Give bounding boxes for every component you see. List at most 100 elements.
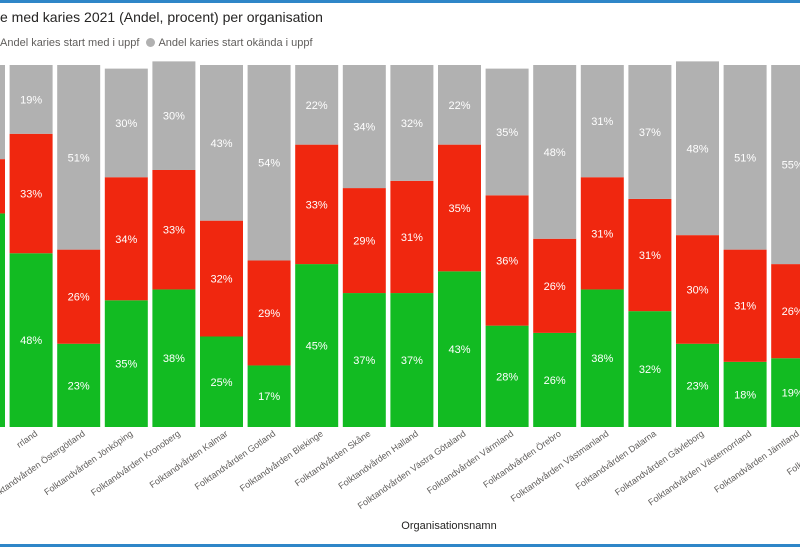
- bar-segment[interactable]: [533, 65, 577, 239]
- bar-segment[interactable]: [771, 65, 800, 265]
- x-tick-label: Folktandvården Gotland: [193, 428, 277, 491]
- bar-segment[interactable]: [771, 358, 800, 427]
- data-label: 36%: [496, 255, 518, 267]
- bar-group[interactable]: 43% 35% 22%: [438, 65, 481, 427]
- bar-segment[interactable]: [342, 65, 386, 189]
- bar-segment[interactable]: [57, 343, 101, 427]
- x-tick-label: Folktandvården Örebro: [481, 428, 563, 489]
- bar-segment[interactable]: [628, 311, 672, 427]
- bar-group[interactable]: 38% 31% 31%: [580, 65, 624, 427]
- bar-segment[interactable]: [247, 65, 291, 261]
- data-label: 26%: [68, 292, 90, 304]
- data-label: 31%: [591, 116, 613, 128]
- bar-segment[interactable]: [771, 264, 800, 359]
- bar-segment[interactable]: [104, 300, 148, 427]
- legend-entry-red[interactable]: Andel karies start med i uppf: [0, 37, 142, 49]
- bar-group[interactable]: [0, 65, 5, 427]
- bar-segment[interactable]: [0, 65, 5, 160]
- bar-segment[interactable]: [438, 271, 481, 427]
- bar-segment[interactable]: [342, 188, 386, 294]
- bar-segment[interactable]: [723, 361, 767, 427]
- bar-segment[interactable]: [390, 180, 434, 294]
- bar-group[interactable]: 23% 26% 51%: [57, 65, 101, 427]
- bar-group[interactable]: 37% 29% 34%: [342, 65, 386, 427]
- bar-group[interactable]: 26% 26% 48%: [533, 65, 577, 427]
- bar-group[interactable]: 17% 29% 54%: [247, 65, 291, 427]
- bar-group[interactable]: 32% 31% 37%: [628, 65, 672, 427]
- bar-segment[interactable]: [9, 65, 53, 134]
- bar-segment[interactable]: [438, 65, 481, 145]
- bar-segment[interactable]: [580, 289, 624, 427]
- data-label: 31%: [734, 301, 756, 313]
- bar-group[interactable]: 45% 33% 22%: [295, 65, 339, 427]
- bar-segment[interactable]: [580, 65, 624, 178]
- bar-segment[interactable]: [580, 177, 624, 290]
- bar-segment[interactable]: [295, 65, 339, 145]
- x-tick-label: Folktandvården Västmanland: [509, 428, 611, 503]
- bar-segment[interactable]: [104, 177, 148, 301]
- data-label: 30%: [115, 118, 137, 130]
- bar-segment[interactable]: [723, 65, 767, 250]
- bar-segment[interactable]: [104, 68, 148, 178]
- data-label: 29%: [353, 236, 375, 248]
- bar-segment[interactable]: [247, 365, 291, 427]
- bar-segment[interactable]: [9, 253, 53, 427]
- bar-segment[interactable]: [0, 159, 5, 214]
- data-label: 48%: [544, 147, 566, 159]
- bar-group[interactable]: 19% 26% 55%: [771, 65, 800, 427]
- bar-segment[interactable]: [485, 325, 529, 427]
- bar-segment[interactable]: [342, 293, 386, 427]
- data-label: 33%: [20, 189, 42, 201]
- bar-segment[interactable]: [152, 169, 196, 290]
- top-border: [0, 0, 800, 3]
- bar-segment[interactable]: [723, 249, 767, 362]
- bar-segment[interactable]: [200, 65, 243, 221]
- data-label: 43%: [210, 138, 232, 150]
- bar-segment[interactable]: [628, 65, 672, 199]
- data-label: 33%: [163, 225, 185, 237]
- bar-group[interactable]: 35% 34% 30%: [104, 68, 148, 427]
- bar-group[interactable]: 37% 31% 32%: [390, 65, 434, 427]
- bar-segment[interactable]: [57, 65, 101, 250]
- data-label: 34%: [115, 234, 137, 246]
- bar-segment[interactable]: [57, 249, 101, 344]
- data-label: 32%: [210, 274, 232, 286]
- bar-group[interactable]: 28% 36% 35%: [485, 68, 529, 427]
- bar-segment[interactable]: [485, 195, 529, 326]
- bar-segment[interactable]: [438, 144, 481, 272]
- bar-segment[interactable]: [390, 293, 434, 427]
- bar-group[interactable]: 48% 33% 19%: [9, 65, 53, 427]
- data-label: 32%: [639, 364, 661, 376]
- bar-segment[interactable]: [295, 264, 339, 427]
- bar-segment[interactable]: [676, 343, 719, 427]
- bar-group[interactable]: 23% 30% 48%: [676, 61, 719, 427]
- data-label: 31%: [639, 250, 661, 262]
- data-label: 22%: [306, 100, 328, 112]
- bar-group[interactable]: 18% 31% 51%: [723, 65, 767, 427]
- bar-segment[interactable]: [200, 336, 243, 428]
- bar-segment[interactable]: [200, 220, 243, 337]
- data-label: 19%: [20, 94, 42, 106]
- bar-segment[interactable]: [152, 61, 196, 170]
- data-label: 37%: [353, 355, 375, 367]
- bar-segment[interactable]: [247, 260, 291, 366]
- x-axis-label: Organisationsnamn: [401, 520, 496, 532]
- bar-segment[interactable]: [676, 61, 719, 236]
- legend-entry-gray[interactable]: Andel karies start okända i uppf: [142, 37, 313, 49]
- bar-segment[interactable]: [9, 133, 53, 254]
- bar-segment[interactable]: [390, 65, 434, 181]
- x-tick-label: Folktandvården Jönköping: [42, 428, 134, 497]
- bar-group[interactable]: 25% 32% 43%: [200, 65, 243, 427]
- bar-segment[interactable]: [485, 68, 529, 196]
- bar-segment[interactable]: [295, 144, 339, 265]
- bar-segment[interactable]: [628, 198, 672, 312]
- bar-segment[interactable]: [152, 289, 196, 427]
- data-label: 26%: [544, 375, 566, 387]
- bar-segment[interactable]: [533, 238, 577, 333]
- data-label: 26%: [782, 306, 800, 318]
- bar-segment[interactable]: [0, 213, 5, 427]
- bar-segment[interactable]: [676, 235, 719, 344]
- bar-segment[interactable]: [533, 332, 577, 427]
- bar-group[interactable]: 38% 33% 30%: [152, 61, 196, 427]
- data-label: 19%: [782, 388, 800, 400]
